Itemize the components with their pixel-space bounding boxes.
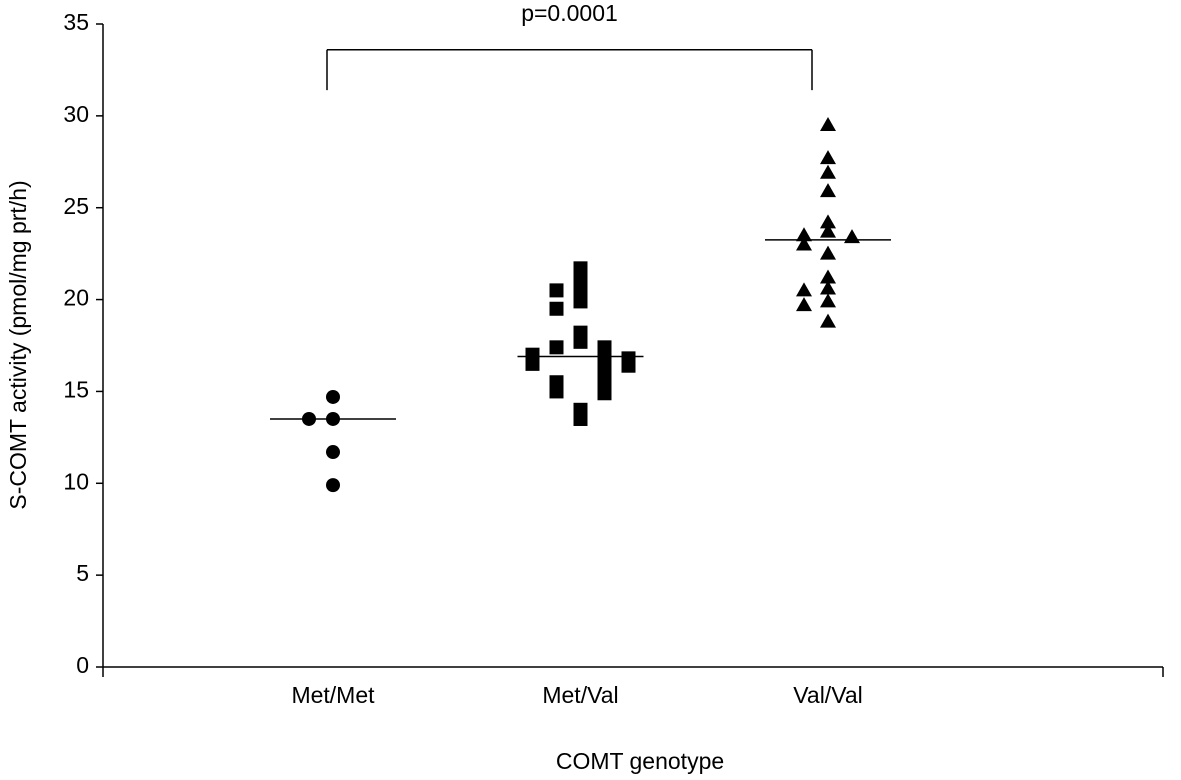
point (796, 236, 812, 251)
point (820, 280, 836, 295)
y-tick-label: 15 (63, 377, 89, 403)
point (549, 283, 564, 298)
point (573, 294, 588, 309)
point (796, 227, 812, 242)
y-axis-title: S-COMT activity (pmol/mg prt/h) (5, 180, 31, 509)
x-tick-label: Met/Met (291, 682, 375, 708)
point (573, 411, 588, 426)
point (597, 351, 612, 366)
y-tick-label: 0 (76, 652, 89, 678)
point (796, 282, 812, 297)
y-tick-label: 35 (63, 9, 89, 35)
annotation: p=0.0001 (521, 0, 618, 26)
point (820, 269, 836, 284)
y-tick-label: 20 (63, 285, 89, 311)
point (820, 293, 836, 308)
point (796, 297, 812, 312)
y-tick-label: 5 (76, 560, 89, 586)
x-axis-title: COMT genotype (556, 748, 724, 774)
x-tick-label: Val/Val (793, 682, 862, 708)
point (573, 283, 588, 298)
point (597, 386, 612, 401)
point (820, 245, 836, 260)
point (573, 272, 588, 287)
point (820, 223, 836, 238)
point (573, 261, 588, 276)
point (525, 356, 540, 371)
x-tick-label: Met/Val (542, 682, 618, 708)
y-tick-label: 30 (63, 101, 89, 127)
point (549, 301, 564, 316)
y-tick-label: 10 (63, 468, 89, 494)
point (820, 313, 836, 328)
point (549, 340, 564, 355)
y-tick-label: 25 (63, 193, 89, 219)
point (820, 150, 836, 165)
point (549, 384, 564, 399)
point (820, 117, 836, 132)
point (844, 229, 860, 244)
point (820, 214, 836, 229)
point (820, 183, 836, 198)
point (621, 358, 636, 373)
point (326, 478, 340, 493)
point (573, 334, 588, 349)
point (820, 164, 836, 179)
point (326, 445, 340, 460)
point (326, 389, 340, 404)
